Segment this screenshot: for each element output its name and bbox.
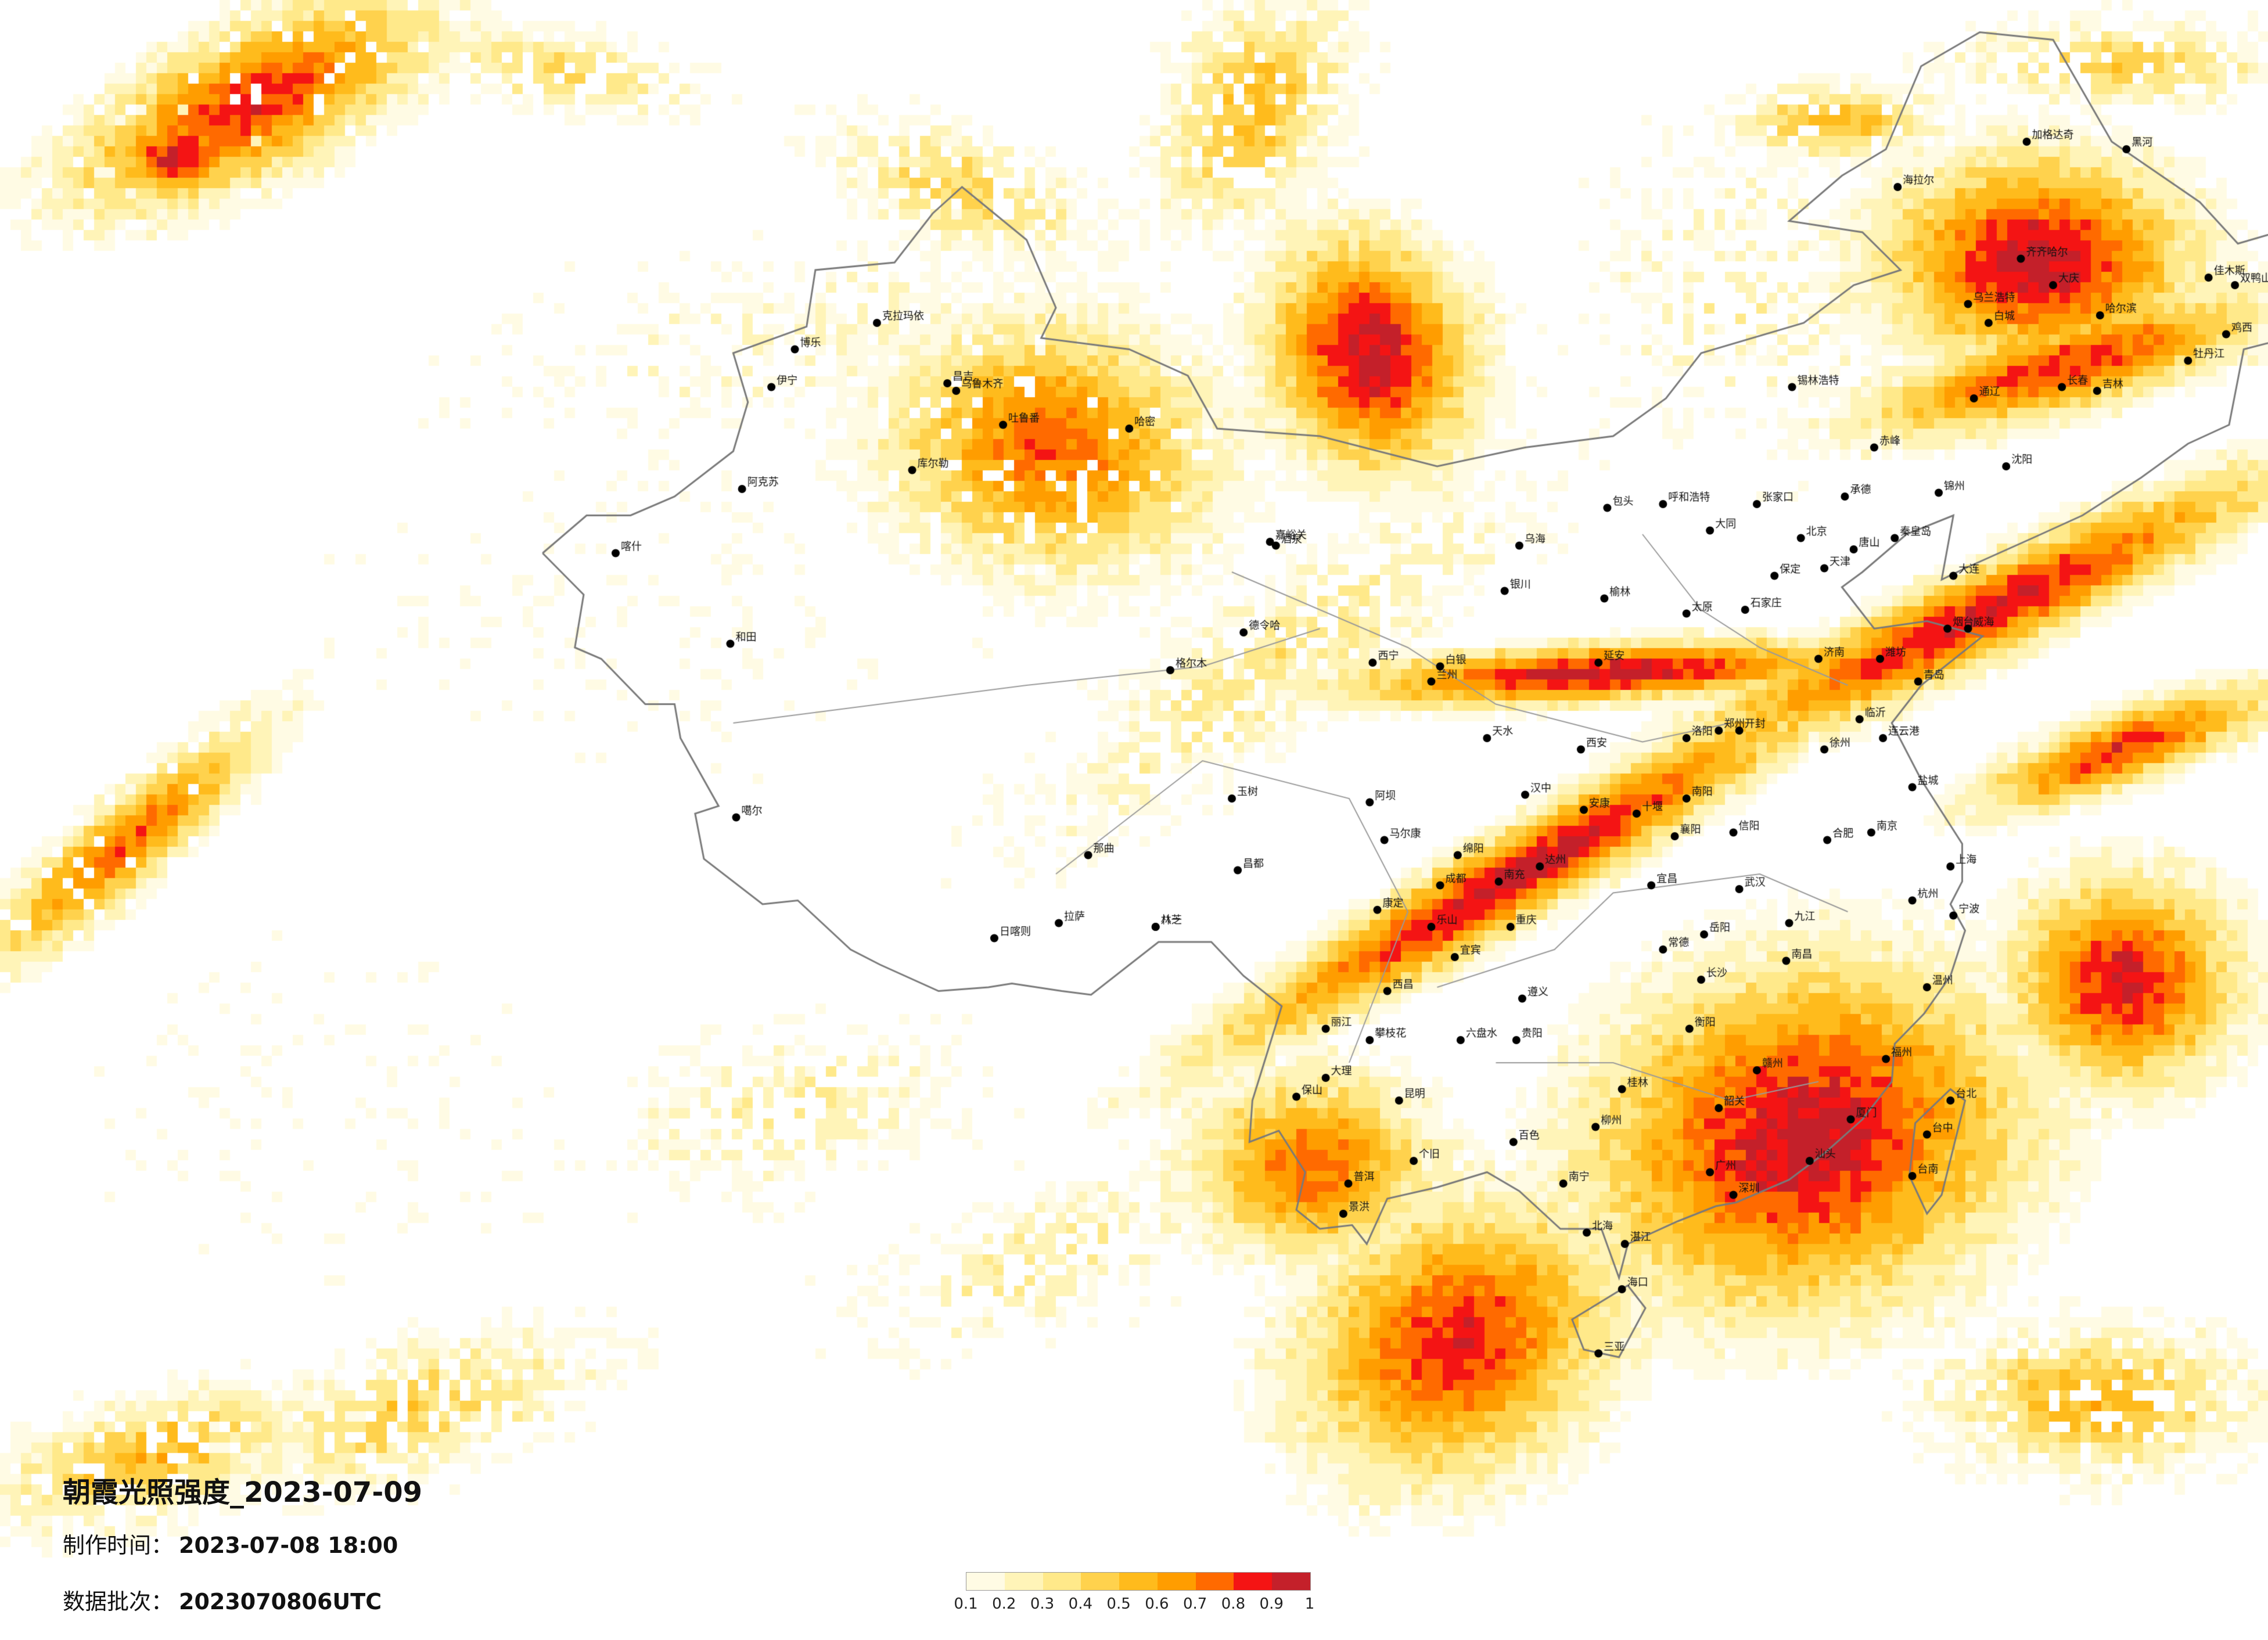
legend-labels: 0.1 0.2 0.3 0.4 0.5 0.6 0.7 0.8 0.9 1: [954, 1595, 1338, 1613]
legend-tick-label: 0.6: [1145, 1595, 1169, 1613]
info-panel: 朝霞光照强度_2023-07-09 制作时间： 2023-07-08 18:00 …: [63, 1469, 422, 1640]
made-time-line: 制作时间： 2023-07-08 18:00: [63, 1527, 422, 1559]
legend-swatch: [1234, 1573, 1273, 1590]
map-title: 朝霞光照强度_2023-07-09: [63, 1476, 423, 1509]
legend-tick-label: 0.7: [1182, 1595, 1207, 1613]
legend-tick-label: 0.9: [1259, 1595, 1284, 1613]
legend-tick-label: 0.8: [1221, 1595, 1246, 1613]
legend-tick-label: 0.2: [992, 1595, 1016, 1613]
batch-value: 2023070806UTC: [179, 1589, 382, 1614]
legend-swatch: [1081, 1573, 1120, 1590]
legend-tick-label: 0.3: [1030, 1595, 1055, 1613]
color-legend: 0.1 0.2 0.3 0.4 0.5 0.6 0.7 0.8 0.9 1: [954, 1572, 1338, 1613]
batch-line: 数据批次： 2023070806UTC: [63, 1584, 422, 1616]
legend-swatch: [1157, 1573, 1196, 1590]
legend-tick-label: 0.5: [1106, 1595, 1131, 1613]
legend-tick-label: 1: [1304, 1595, 1315, 1613]
legend-swatch: [1272, 1573, 1311, 1590]
legend-swatch: [1195, 1573, 1234, 1590]
legend-bar: [966, 1572, 1311, 1591]
made-time-label: 制作时间：: [63, 1533, 174, 1558]
made-time-value: 2023-07-08 18:00: [179, 1533, 398, 1558]
legend-tick-label: 0.1: [954, 1595, 978, 1613]
legend-tick-label: 0.4: [1068, 1595, 1093, 1613]
legend-swatch: [1004, 1573, 1043, 1590]
batch-label: 数据批次：: [63, 1589, 174, 1614]
legend-swatch: [966, 1573, 1005, 1590]
legend-swatch: [1043, 1573, 1081, 1590]
legend-swatch: [1119, 1573, 1158, 1590]
